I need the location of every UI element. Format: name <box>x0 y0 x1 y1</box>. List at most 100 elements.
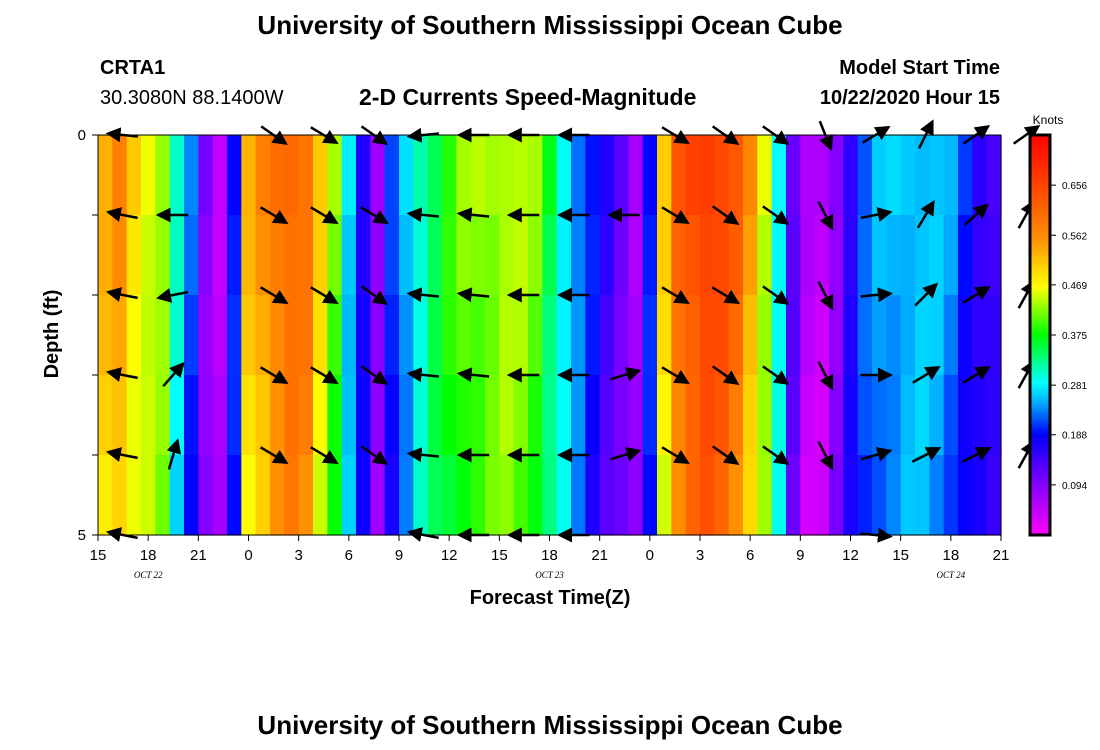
x-tick-label: 18 <box>942 547 959 564</box>
y-tick-label: 0 <box>78 127 86 144</box>
heatmap-cell <box>614 215 629 296</box>
y-axis-label: Depth (ft) <box>41 290 63 379</box>
heatmap-cell <box>184 455 199 536</box>
heatmap-cell <box>499 455 515 536</box>
heatmap-cell <box>528 295 543 376</box>
heatmap-cell <box>714 135 730 216</box>
current-vector <box>860 287 893 303</box>
current-vector <box>360 365 389 386</box>
heatmap-cell <box>198 135 214 216</box>
heatmap-cell <box>671 295 687 376</box>
heatmap-cell <box>571 455 586 536</box>
current-vector <box>310 206 339 224</box>
heatmap-cell <box>255 375 271 456</box>
heatmap-cell <box>585 375 601 456</box>
current-vector <box>406 367 440 383</box>
heatmap-cell <box>456 375 472 456</box>
heatmap-cell <box>528 215 543 296</box>
heatmap-cell <box>298 375 314 456</box>
x-tick-label: 9 <box>796 547 804 564</box>
current-vector <box>963 203 989 226</box>
current-vector <box>661 366 690 384</box>
colorbar: Knots 0.094 0.188 0.281 0.375 0.469 0.562 0.65… <box>1028 113 1087 537</box>
heatmap-cell <box>327 215 343 296</box>
heatmap-cell <box>700 135 715 216</box>
heatmap-cell <box>413 135 429 216</box>
current-vector <box>105 367 138 382</box>
colorbar-tick-label: 0.469 <box>1062 281 1087 292</box>
x-tick-label: 6 <box>746 547 754 564</box>
heatmap-cell <box>169 375 185 456</box>
heatmap-cell <box>671 455 687 536</box>
heatmap-cell <box>284 215 300 296</box>
heatmap-cell <box>771 135 787 216</box>
heatmap-cell <box>413 295 429 376</box>
heatmap-cell <box>771 215 787 296</box>
heatmap-cell <box>313 455 328 536</box>
heatmap-cell <box>126 215 142 296</box>
heatmap-cell <box>241 215 257 296</box>
x-axis: 15 18 21 0 3 6 9 12 15 18 21 0 3 6 9 12 15 18 21 OCT 22 OCT … <box>90 535 1009 580</box>
current-vector <box>406 447 440 463</box>
heatmap-cell <box>642 375 658 456</box>
current-vector <box>259 366 289 384</box>
heatmap-cell <box>184 135 199 216</box>
current-vector <box>406 287 440 303</box>
heatmap-cell <box>599 215 615 296</box>
heatmap-cell <box>485 295 500 376</box>
heatmap-cell <box>571 375 586 456</box>
heatmap-cell <box>141 375 156 456</box>
heatmap-cell <box>943 135 959 216</box>
heatmap-cell <box>958 215 973 296</box>
heatmap-cell <box>298 455 314 536</box>
colorbar-label: Knots <box>1033 113 1064 127</box>
heatmap-cell <box>571 215 586 296</box>
heatmap-cell <box>843 135 859 216</box>
heatmap-cell <box>857 295 873 376</box>
colorbar-tick-label: 0.375 <box>1062 331 1087 342</box>
heatmap-cell <box>743 215 758 296</box>
heatmap-cell <box>958 455 973 536</box>
current-vector <box>762 445 790 466</box>
heatmap-cell <box>829 375 844 456</box>
heatmap-cell <box>556 135 572 216</box>
heatmap-cell <box>757 295 773 376</box>
heatmap-cell <box>485 455 500 536</box>
heatmap-cell <box>800 295 816 376</box>
heatmap-cell <box>657 135 672 216</box>
heatmap-cell <box>270 455 285 536</box>
heatmap-cell <box>313 135 328 216</box>
heatmap-cell <box>456 215 472 296</box>
y-axis: 05 <box>78 127 98 544</box>
heatmap-cell <box>155 295 171 376</box>
heatmap-cell <box>814 455 830 536</box>
heatmap-cell <box>757 455 773 536</box>
heatmap-cell <box>642 215 658 296</box>
heatmap-cell <box>743 295 758 376</box>
heatmap-cell <box>657 215 672 296</box>
heatmap-cell <box>886 375 902 456</box>
heatmap-cell <box>313 295 328 376</box>
heatmap-cell <box>413 375 429 456</box>
heatmap-cell <box>98 295 113 376</box>
heatmap-cell <box>155 375 171 456</box>
heatmap-cell <box>485 215 500 296</box>
x-tick-label: 15 <box>90 547 107 564</box>
heatmap-cell <box>642 455 658 536</box>
current-vector <box>711 365 740 386</box>
heatmap-cell <box>126 375 142 456</box>
heatmap-cell <box>513 135 529 216</box>
heatmap-cell <box>800 375 816 456</box>
current-vector <box>711 445 740 466</box>
heatmap-cell <box>958 135 973 216</box>
heatmap-cell <box>399 295 414 376</box>
current-vector <box>456 367 490 383</box>
heatmap-cell <box>556 455 572 536</box>
x-tick-label: 15 <box>491 547 508 564</box>
heatmap-cell <box>212 455 228 536</box>
heatmap-cell <box>513 295 529 376</box>
heatmap-cell <box>470 375 486 456</box>
heatmap-cell <box>943 215 959 296</box>
heatmap-cell <box>585 295 601 376</box>
heatmap-cell <box>313 375 328 456</box>
